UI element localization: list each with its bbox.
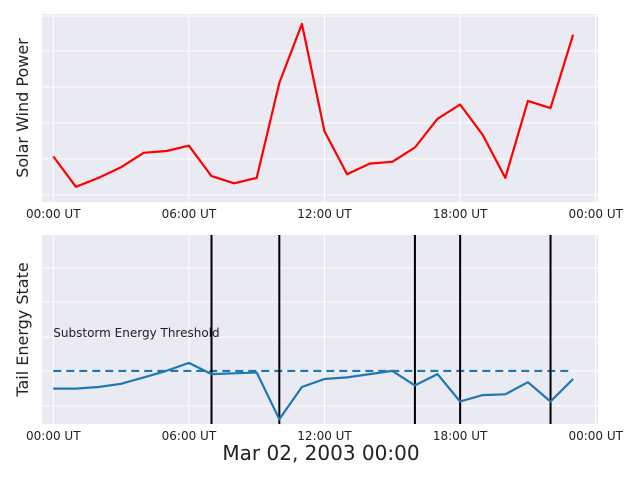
plot-background <box>42 235 598 424</box>
x-tick-label: 00:00 UT <box>568 429 623 443</box>
tail-energy-state-panel: 00:00 UT 06:00 UT 12:00 UT 18:00 UT 00:00 UT… <box>13 235 624 443</box>
x-tick-label: 12:00 UT <box>297 429 352 443</box>
series-line <box>53 361 574 421</box>
figure-xlabel: Mar 02, 2003 00:00 <box>222 441 419 465</box>
series-line <box>52 22 575 188</box>
x-tick-label: 18:00 UT <box>433 429 488 443</box>
x-tick-label: 18:00 UT <box>433 207 488 221</box>
x-tick-label: 06:00 UT <box>162 207 217 221</box>
threshold-label: Substorm Energy Threshold <box>53 326 219 340</box>
x-tick-label: 06:00 UT <box>162 429 217 443</box>
x-tick-label: 12:00 UT <box>297 207 352 221</box>
x-tick-label: 00:00 UT <box>26 207 81 221</box>
y-axis-label: Tail Energy State <box>13 262 32 397</box>
x-tick-label: 00:00 UT <box>568 207 623 221</box>
solar-wind-power-panel: 00:00 UT 06:00 UT 12:00 UT 18:00 UT 00:00 UT… <box>13 14 624 221</box>
x-tick-label: 00:00 UT <box>26 429 81 443</box>
y-axis-label: Solar Wind Power <box>13 38 32 178</box>
